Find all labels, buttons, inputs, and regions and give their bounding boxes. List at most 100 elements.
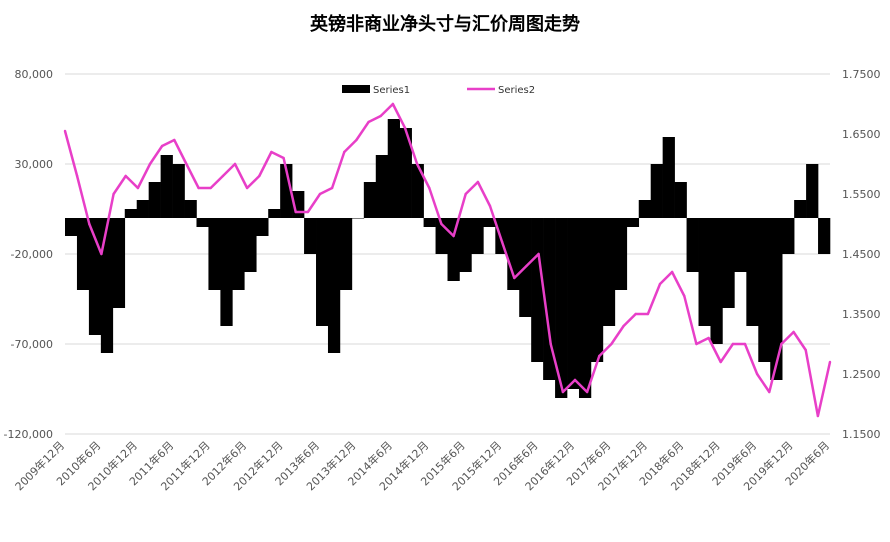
- series1-bar: [710, 218, 723, 344]
- series1-bar: [806, 164, 819, 218]
- series2-point: [537, 252, 540, 256]
- series2-point: [124, 174, 127, 178]
- series2-point: [561, 390, 565, 394]
- series1-bar: [244, 218, 257, 272]
- series1-bar: [531, 218, 544, 362]
- legend-label-series1: Series1: [373, 85, 410, 96]
- series1-bar: [172, 164, 185, 218]
- series2-point: [452, 234, 455, 238]
- series2-point: [695, 342, 698, 346]
- legend: Series1 Series2: [342, 85, 535, 96]
- y-right-axis: 1.7500 1.6500 1.5500 1.4500 1.3500 1.2500 1.15…: [842, 68, 881, 441]
- series2-point: [464, 192, 467, 196]
- series2-point: [768, 390, 771, 394]
- series2-point: [731, 342, 735, 346]
- series2-point: [330, 186, 334, 190]
- series2-point: [233, 162, 237, 166]
- series2-point: [75, 174, 79, 178]
- series2-point: [610, 342, 613, 346]
- series1-bar: [375, 155, 389, 218]
- series1-bar: [112, 218, 126, 308]
- series1-bar: [447, 218, 460, 281]
- series2-point: [160, 144, 164, 148]
- series1-bar: [638, 200, 652, 218]
- series2-point: [355, 138, 358, 142]
- series2-point: [476, 180, 480, 184]
- series2-point: [549, 342, 552, 346]
- y-right-tick-label: 1.7500: [842, 68, 881, 81]
- series1-bar: [555, 218, 568, 398]
- series1-bar: [100, 218, 114, 353]
- series2-point: [294, 210, 297, 214]
- series2-point: [185, 162, 188, 166]
- series1-bar: [734, 218, 747, 272]
- series1-bar: [543, 218, 556, 380]
- series2-point: [658, 282, 662, 286]
- series2-point: [670, 270, 674, 274]
- series2-point: [573, 378, 577, 382]
- y-right-tick-label: 1.2500: [842, 368, 881, 381]
- series1-bar: [387, 119, 400, 218]
- series2-point: [513, 276, 516, 280]
- series2-point: [391, 102, 395, 106]
- y-left-tick-label: 80,000: [15, 68, 54, 81]
- series1-bar: [794, 200, 807, 218]
- series2-point: [683, 294, 686, 298]
- series1-bar: [280, 164, 293, 218]
- series2-point: [343, 150, 346, 154]
- series2-line: [63, 102, 832, 418]
- series1-bar: [148, 182, 161, 218]
- series1-bar: [268, 209, 281, 218]
- series1-bar: [136, 200, 149, 218]
- series1-bar: [507, 218, 520, 290]
- series1-bar: [602, 218, 616, 326]
- series1-bar: [76, 218, 90, 290]
- y-right-tick-label: 1.1500: [842, 428, 881, 441]
- series1-bar: [567, 218, 580, 389]
- series2-point: [209, 186, 212, 190]
- series1-bar: [423, 218, 436, 227]
- series1-bar: [782, 218, 795, 254]
- series1-bar: [614, 218, 628, 290]
- series2-point: [622, 324, 625, 328]
- series2-point: [282, 156, 285, 160]
- series1-bar: [304, 218, 317, 254]
- series1-bar: [399, 128, 412, 218]
- series1-bar: [483, 218, 496, 227]
- series1-bar: [626, 218, 640, 227]
- series2-point: [828, 360, 832, 364]
- series1-bar: [327, 218, 341, 353]
- series1-bar: [339, 218, 353, 290]
- series1-bar: [674, 182, 687, 218]
- series1-bars: [65, 119, 831, 398]
- series2-point: [440, 222, 443, 226]
- series2-point: [63, 129, 67, 133]
- series2-point: [804, 348, 807, 352]
- y-right-tick-label: 1.6500: [842, 128, 881, 141]
- series1-bar: [471, 218, 484, 254]
- series2-point: [367, 120, 370, 124]
- series1-bar: [722, 218, 735, 308]
- series2-line-group: [63, 102, 832, 418]
- series1-bar: [758, 218, 771, 362]
- series1-bar: [256, 218, 269, 236]
- series2-point: [415, 162, 419, 166]
- series1-bar: [351, 218, 365, 219]
- chart-title: 英镑非商业净头寸与汇价周图走势: [309, 13, 580, 35]
- series2-point: [792, 330, 795, 334]
- series2-point: [100, 252, 103, 256]
- x-axis: 2009年12月2010年6月2010年12月2011年6月2011年12月20…: [12, 438, 832, 493]
- series2-point: [646, 312, 650, 316]
- series2-point: [148, 162, 152, 166]
- series2-point: [816, 414, 820, 418]
- series1-bar: [411, 164, 424, 218]
- series1-bar: [65, 218, 78, 236]
- series2-point: [743, 342, 747, 346]
- series2-point: [258, 174, 261, 178]
- series2-point: [136, 186, 140, 190]
- series2-point: [488, 204, 492, 208]
- series2-point: [270, 150, 273, 154]
- series1-bar: [662, 137, 675, 218]
